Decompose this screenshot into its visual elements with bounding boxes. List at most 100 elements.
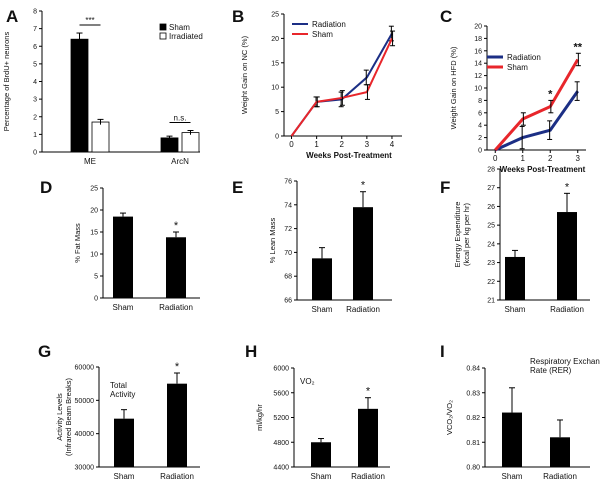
y-tick-label: 0.84: [466, 366, 480, 373]
panel-b: B 0 5 10 15 20 25 Weight Gain on NC (%) 0 1 2 3 4 Wee…: [232, 7, 402, 160]
bar: [505, 256, 525, 300]
y-tick-label: 5: [94, 274, 98, 281]
significance-label: *: [548, 88, 553, 100]
category-label: Sham: [311, 472, 332, 481]
chart-title: Total: [110, 381, 127, 390]
x-axis-label: Weeks Post-Treatment: [500, 165, 586, 174]
x-tick-label: 3: [365, 140, 370, 149]
series-line: [290, 33, 393, 137]
bar: [550, 437, 570, 467]
y-tick-label: 30000: [75, 465, 95, 472]
category-label: Sham: [505, 305, 526, 314]
y-tick-label: 10: [90, 252, 98, 259]
y-tick-label: 8: [478, 98, 482, 105]
panel-i: I 0.80 0.81 0.82 0.83 0.84 VCO₂/VO₂ Sham Radiati…: [440, 342, 600, 481]
x-tick-label: 2: [548, 154, 553, 163]
y-tick-label: 5600: [273, 390, 289, 397]
bar: [312, 258, 332, 300]
category-label: Radiation: [550, 305, 584, 314]
y-tick-label: 5: [33, 61, 37, 68]
bar: [353, 207, 373, 300]
y-axis-label: VCO₂/VO₂: [445, 400, 454, 435]
y-tick-label: 20: [90, 208, 98, 215]
category-label: Sham: [312, 305, 333, 314]
panel-h: H 4400 4800 5200 5600 6000 ml/kg/hr Sham Radiati…: [245, 342, 390, 481]
y-tick-label: 4800: [273, 440, 289, 447]
significance-label: n.s.: [174, 113, 187, 122]
y-tick-label: 21: [487, 298, 495, 305]
y-tick-label: 68: [284, 274, 292, 281]
y-tick-label: 23: [487, 260, 495, 267]
y-tick-label: 15: [271, 60, 279, 67]
y-tick-label: 0.80: [466, 465, 480, 472]
y-tick-label: 26: [487, 204, 495, 211]
y-tick-label: 20: [474, 24, 482, 31]
legend-label: Irradiated: [169, 32, 203, 41]
y-tick-label: 2: [478, 135, 482, 142]
y-tick-label: 6: [478, 110, 482, 117]
significance-label: ***: [85, 16, 94, 25]
panel-label: C: [440, 7, 452, 26]
panel-a: A 0 1 2 3 4 5 6 7 8 Percentage of BrdU+ neurons ME *…: [2, 7, 203, 166]
significance-label: *: [366, 386, 371, 398]
legend-label: Sham: [312, 30, 333, 39]
y-tick-label: 10: [271, 85, 279, 92]
y-tick-label: 76: [284, 179, 292, 186]
y-tick-label: 25: [271, 12, 279, 19]
x-tick-label: 1: [521, 154, 526, 163]
y-tick-label: 4400: [273, 465, 289, 472]
x-tick-label: 4: [390, 140, 395, 149]
y-tick-label: 25: [90, 186, 98, 193]
y-axis-label: Energy Expenditure(kcal per kg per hr): [453, 202, 471, 268]
y-tick-label: 60000: [75, 365, 95, 372]
y-tick-label: 8: [33, 9, 37, 16]
panel-label: B: [232, 7, 244, 26]
y-tick-label: 0.82: [466, 415, 480, 422]
y-tick-label: 0: [94, 296, 98, 303]
chart-title: Rate (RER): [530, 366, 572, 375]
panel-label: A: [6, 7, 18, 26]
category-label: ME: [84, 157, 96, 166]
y-axis-label-line: Activity Levels: [55, 393, 64, 441]
y-tick-label: 7: [33, 26, 37, 33]
legend-swatch: [159, 23, 167, 31]
y-tick-label: 14: [474, 61, 482, 68]
legend-label: Sham: [507, 63, 528, 72]
bar: [113, 216, 133, 298]
y-tick-label: 72: [284, 226, 292, 233]
category-label: Sham: [502, 472, 523, 481]
y-axis-label: Weight Gain on NC (%): [240, 35, 249, 114]
significance-label: *: [175, 361, 180, 373]
y-axis-label: ml/kg/hr: [255, 404, 264, 431]
bar: [358, 408, 378, 467]
bar: [311, 442, 331, 467]
y-tick-label: 0: [478, 148, 482, 155]
y-tick-label: 20: [271, 36, 279, 43]
bar: [91, 121, 110, 153]
x-tick-label: 0: [493, 154, 498, 163]
category-label: Radiation: [346, 305, 380, 314]
y-tick-label: 6: [33, 44, 37, 51]
y-tick-label: 18: [474, 36, 482, 43]
y-tick-label: 6000: [273, 366, 289, 373]
legend-label: Sham: [169, 23, 190, 32]
panel-label: E: [232, 178, 243, 197]
bar: [502, 412, 522, 467]
category-label: ArcN: [171, 157, 189, 166]
x-tick-label: 3: [576, 154, 581, 163]
y-axis-label: Percentage of BrdU+ neurons: [2, 32, 11, 132]
y-tick-label: 66: [284, 298, 292, 305]
category-label: Radiation: [159, 303, 193, 312]
y-axis-label: % Lean Mass: [268, 218, 277, 264]
bar: [181, 132, 200, 153]
panel-label: F: [440, 178, 450, 197]
bar: [160, 137, 179, 153]
significance-label: *: [174, 220, 179, 232]
y-axis-label-line: (Infrared Beam Breaks): [64, 378, 73, 456]
chart-title: Activity: [110, 390, 135, 399]
category-label: Sham: [113, 303, 134, 312]
y-tick-label: 12: [474, 73, 482, 80]
